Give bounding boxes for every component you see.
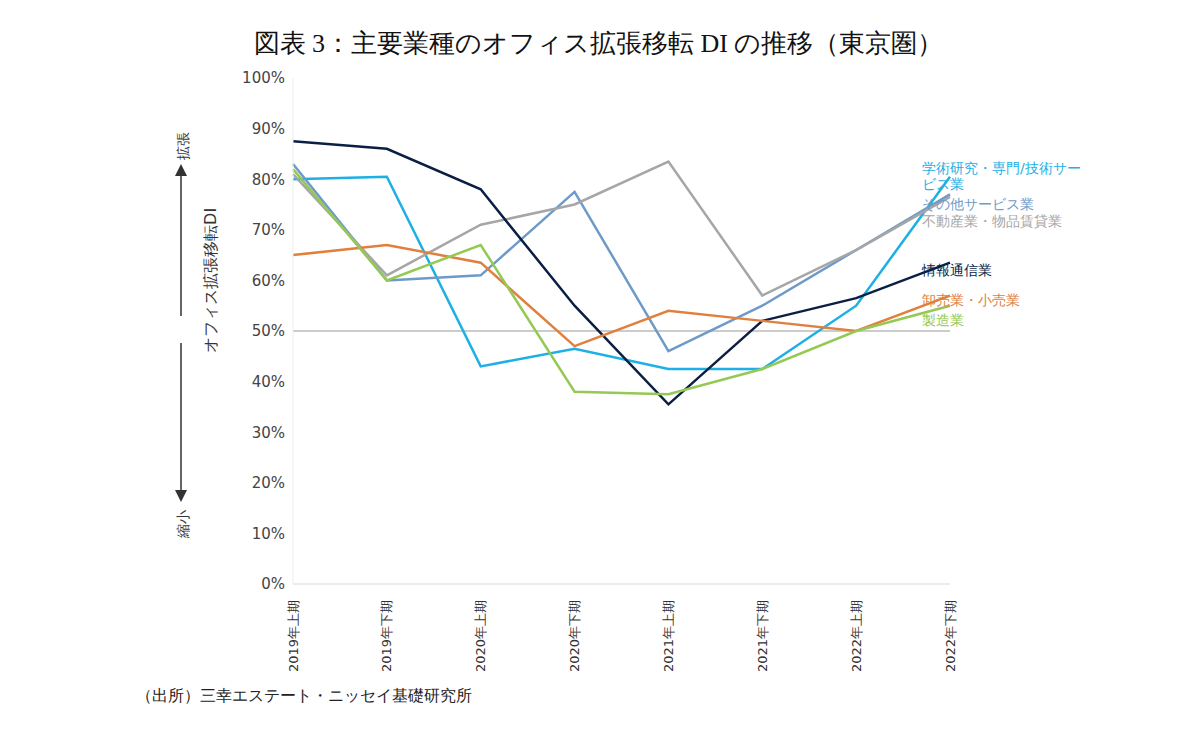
svg-text:拡張: 拡張: [175, 132, 191, 160]
svg-text:10%: 10%: [252, 525, 285, 543]
svg-text:2022年下期: 2022年下期: [943, 600, 958, 672]
svg-text:90%: 90%: [252, 120, 285, 138]
html-text:学術研究・専門/技術サービス業: 学術研究・専門/技術サービス業: [922, 160, 1081, 192]
svg-text:2021年上期: 2021年上期: [661, 600, 676, 672]
svg-text:50%: 50%: [252, 322, 285, 340]
svg-text:2019年下期: 2019年下期: [379, 600, 394, 672]
svg-text:100%: 100%: [242, 69, 285, 87]
html-text:図表 3：主要業種のオフィス拡張移転 DI の推移（東京圏）: 図表 3：主要業種のオフィス拡張移転 DI の推移（東京圏）: [253, 29, 944, 58]
svg-text:20%: 20%: [252, 474, 285, 492]
svg-text:60%: 60%: [252, 272, 285, 290]
svg-text:2022年上期: 2022年上期: [849, 600, 864, 672]
html-text:その他サービス業: その他サービス業: [922, 196, 1034, 212]
svg-text:2021年下期: 2021年下期: [755, 600, 770, 672]
svg-text:2020年上期: 2020年上期: [473, 600, 488, 672]
svg-text:80%: 80%: [252, 171, 285, 189]
html-text:卸売業・小売業: 卸売業・小売業: [922, 292, 1020, 308]
html-text:不動産業・物品賃貸業: 不動産業・物品賃貸業: [922, 213, 1062, 229]
html-text:情報通信業: 情報通信業: [922, 262, 992, 278]
svg-text:2019年上期: 2019年上期: [286, 600, 301, 672]
svg-text:30%: 30%: [252, 424, 285, 442]
html-text:製造業: 製造業: [922, 312, 964, 328]
svg-text:0%: 0%: [261, 575, 285, 593]
html-text:（出所）三幸エステート・ニッセイ基礎研究所: （出所）三幸エステート・ニッセイ基礎研究所: [136, 686, 472, 705]
svg-text:2020年下期: 2020年下期: [567, 600, 582, 672]
svg-text:縮小: 縮小: [175, 510, 191, 539]
svg-text:40%: 40%: [252, 373, 285, 391]
svg-text:70%: 70%: [252, 221, 285, 239]
svg-text:オフィス拡張移転DI: オフィス拡張移転DI: [201, 208, 220, 353]
